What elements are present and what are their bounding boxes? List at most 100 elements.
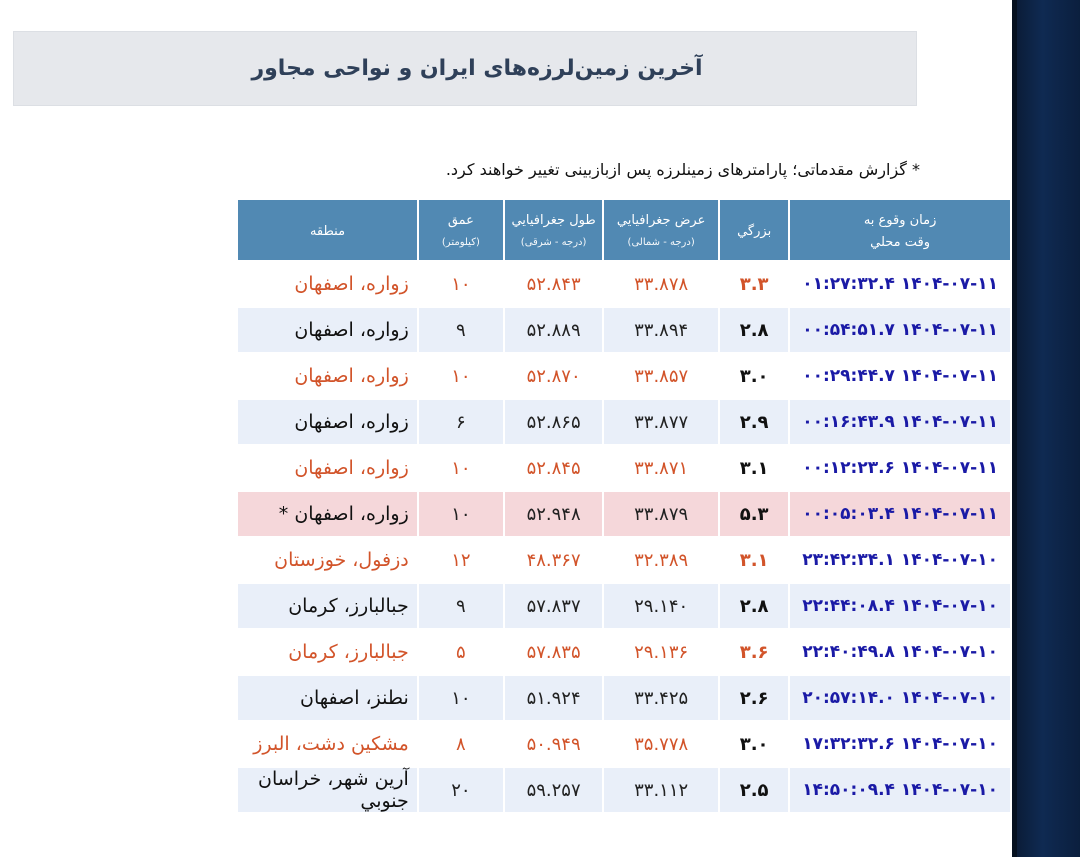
cell-region: زواره، اصفهان [238, 400, 417, 444]
header-longitude: طول جغرافيايي (درجه - شرقی) [505, 200, 603, 260]
header-longitude-label: طول جغرافيايي [511, 213, 596, 228]
cell-magnitude: ۳.۱ [720, 446, 789, 490]
table-row[interactable]: ۱۴۰۴-۰۷-۱۰ ۲۰:۵۷:۱۴.۰ ۲.۶ ۳۳.۴۲۵ ۵۱.۹۲۴ … [2, 676, 1010, 720]
cell-longitude: ۵۱.۹۲۴ [505, 676, 603, 720]
cell-longitude: ۵۲.۸۴۳ [505, 262, 603, 306]
cell-region: آرین شهر، خراسان جنوبي [238, 768, 417, 812]
side-panel-edge [1012, 0, 1017, 857]
header-time-sub: وقت محلي [870, 235, 931, 250]
cell-region: زواره، اصفهان [238, 308, 417, 352]
header-time: زمان وقوع به وقت محلي [790, 200, 1010, 260]
table-header-row: زمان وقوع به وقت محلي بزرگي عرض جغرافياي… [2, 200, 1010, 260]
preliminary-note: * گزارش مقدماتی؛ پارامترهای زمینلرزه پس … [445, 160, 920, 179]
page-title-box: آخرین زمین‌لرزه‌های ایران و نواحی مجاور [13, 31, 917, 106]
cell-depth: ۹ [418, 584, 503, 628]
table-row[interactable]: ۱۴۰۴-۰۷-۱۰ ۲۳:۴۲:۳۴.۱ ۳.۱ ۳۲.۳۸۹ ۴۸.۳۶۷ … [2, 538, 1010, 582]
table-row[interactable]: ۱۴۰۴-۰۷-۱۱ ۰۱:۲۷:۳۲.۴ ۳.۳ ۳۳.۸۷۸ ۵۲.۸۴۳ … [2, 262, 1010, 306]
cell-latitude: ۳۳.۸۹۴ [604, 308, 719, 352]
cell-time: ۱۴۰۴-۰۷-۱۰ ۲۳:۴۲:۳۴.۱ [790, 538, 1010, 582]
cell-time: ۱۴۰۴-۰۷-۱۰ ۲۲:۴۰:۴۹.۸ [790, 630, 1010, 674]
cell-depth: ۱۲ [418, 538, 503, 582]
table-row[interactable]: ۱۴۰۴-۰۷-۱۰ ۱۴:۵۰:۰۹.۴ ۲.۵ ۳۳.۱۱۲ ۵۹.۲۵۷ … [2, 768, 1010, 812]
table-row[interactable]: ۱۴۰۴-۰۷-۱۰ ۱۷:۳۲:۳۲.۶ ۳.۰ ۳۵.۷۷۸ ۵۰.۹۴۹ … [2, 722, 1010, 766]
table-row[interactable]: ۱۴۰۴-۰۷-۱۰ ۲۲:۴۴:۰۸.۴ ۲.۸ ۲۹.۱۴۰ ۵۷.۸۳۷ … [2, 584, 1010, 628]
cell-region: زواره، اصفهان [238, 446, 417, 490]
cell-region: زواره، اصفهان [238, 262, 417, 306]
cell-longitude: ۵۷.۸۳۷ [505, 584, 603, 628]
cell-longitude: ۵۰.۹۴۹ [505, 722, 603, 766]
header-depth: عمق (کیلومتر) [418, 200, 503, 260]
cell-time: ۱۴۰۴-۰۷-۱۰ ۱۷:۳۲:۳۲.۶ [790, 722, 1010, 766]
cell-time: ۱۴۰۴-۰۷-۱۱ ۰۰:۱۶:۴۳.۹ [790, 400, 1010, 444]
header-latitude-sub: (درجه - شمالی) [627, 237, 695, 248]
cell-magnitude: ۲.۵ [720, 768, 789, 812]
cell-time: ۱۴۰۴-۰۷-۱۱ ۰۰:۲۹:۴۴.۷ [790, 354, 1010, 398]
cell-depth: ۸ [418, 722, 503, 766]
cell-magnitude: ۳.۱ [720, 538, 789, 582]
cell-latitude: ۲۹.۱۴۰ [604, 584, 719, 628]
cell-magnitude: ۲.۸ [720, 308, 789, 352]
cell-magnitude: ۳.۳ [720, 262, 789, 306]
side-panel [1012, 0, 1080, 857]
header-depth-sub: (کیلومتر) [441, 237, 480, 248]
cell-time: ۱۴۰۴-۰۷-۱۱ ۰۰:۱۲:۲۳.۶ [790, 446, 1010, 490]
cell-magnitude: ۳.۰ [720, 722, 789, 766]
cell-region: نطنز، اصفهان [238, 676, 417, 720]
header-region-label: منطقه [309, 224, 346, 239]
cell-latitude: ۳۳.۸۵۷ [604, 354, 719, 398]
cell-longitude: ۵۲.۸۶۵ [505, 400, 603, 444]
table-row[interactable]: ۱۴۰۴-۰۷-۱۱ ۰۰:۵۴:۵۱.۷ ۲.۸ ۳۳.۸۹۴ ۵۲.۸۸۹ … [2, 308, 1010, 352]
cell-magnitude: ۲.۹ [720, 400, 789, 444]
cell-region: زواره، اصفهان * [238, 492, 417, 536]
cell-time: ۱۴۰۴-۰۷-۱۰ ۲۰:۵۷:۱۴.۰ [790, 676, 1010, 720]
cell-depth: ۱۰ [418, 492, 503, 536]
cell-latitude: ۳۲.۳۸۹ [604, 538, 719, 582]
cell-time: ۱۴۰۴-۰۷-۱۰ ۱۴:۵۰:۰۹.۴ [790, 768, 1010, 812]
table-row[interactable]: ۱۴۰۴-۰۷-۱۰ ۲۲:۴۰:۴۹.۸ ۳.۶ ۲۹.۱۳۶ ۵۷.۸۳۵ … [2, 630, 1010, 674]
cell-region: جبالبارز، کرمان [238, 584, 417, 628]
cell-depth: ۱۰ [418, 676, 503, 720]
cell-magnitude: ۲.۸ [720, 584, 789, 628]
cell-time: ۱۴۰۴-۰۷-۱۱ ۰۰:۰۵:۰۳.۴ [790, 492, 1010, 536]
cell-magnitude: ۲.۶ [720, 676, 789, 720]
cell-latitude: ۳۳.۱۱۲ [604, 768, 719, 812]
cell-region: جبالبارز، کرمان [238, 630, 417, 674]
cell-latitude: ۳۳.۴۲۵ [604, 676, 719, 720]
cell-depth: ۱۰ [418, 446, 503, 490]
earthquake-table: زمان وقوع به وقت محلي بزرگي عرض جغرافياي… [0, 198, 1012, 814]
cell-time: ۱۴۰۴-۰۷-۱۰ ۲۲:۴۴:۰۸.۴ [790, 584, 1010, 628]
cell-region: مشکین دشت، البرز [238, 722, 417, 766]
cell-latitude: ۲۹.۱۳۶ [604, 630, 719, 674]
header-longitude-sub: (درجه - شرقی) [520, 237, 587, 248]
table-row-highlighted[interactable]: ۱۴۰۴-۰۷-۱۱ ۰۰:۰۵:۰۳.۴ ۵.۳ ۳۳.۸۷۹ ۵۲.۹۴۸ … [2, 492, 1010, 536]
cell-magnitude: ۳.۶ [720, 630, 789, 674]
page-title: آخرین زمین‌لرزه‌های ایران و نواحی مجاور [251, 56, 703, 81]
cell-region: دزفول، خوزستان [238, 538, 417, 582]
cell-magnitude: ۵.۳ [720, 492, 789, 536]
header-magnitude: بزرگي [720, 200, 789, 260]
header-region: منطقه [238, 200, 417, 260]
cell-latitude: ۳۳.۸۷۸ [604, 262, 719, 306]
table-row[interactable]: ۱۴۰۴-۰۷-۱۱ ۰۰:۱۶:۴۳.۹ ۲.۹ ۳۳.۸۷۷ ۵۲.۸۶۵ … [2, 400, 1010, 444]
cell-latitude: ۳۳.۸۷۷ [604, 400, 719, 444]
cell-longitude: ۵۹.۲۵۷ [505, 768, 603, 812]
header-time-label: زمان وقوع به [863, 213, 937, 228]
cell-longitude: ۵۷.۸۳۵ [505, 630, 603, 674]
cell-depth: ۵ [418, 630, 503, 674]
cell-depth: ۶ [418, 400, 503, 444]
header-magnitude-label: بزرگي [737, 224, 772, 239]
cell-time: ۱۴۰۴-۰۷-۱۱ ۰۰:۵۴:۵۱.۷ [790, 308, 1010, 352]
cell-longitude: ۵۲.۸۸۹ [505, 308, 603, 352]
cell-longitude: ۴۸.۳۶۷ [505, 538, 603, 582]
table-row[interactable]: ۱۴۰۴-۰۷-۱۱ ۰۰:۲۹:۴۴.۷ ۳.۰ ۳۳.۸۵۷ ۵۲.۸۷۰ … [2, 354, 1010, 398]
cell-region: زواره، اصفهان [238, 354, 417, 398]
header-latitude-label: عرض جغرافيايي [616, 213, 706, 228]
cell-longitude: ۵۲.۸۴۵ [505, 446, 603, 490]
cell-longitude: ۵۲.۸۷۰ [505, 354, 603, 398]
header-latitude: عرض جغرافيايي (درجه - شمالی) [604, 200, 719, 260]
cell-latitude: ۳۳.۸۷۹ [604, 492, 719, 536]
table-row[interactable]: ۱۴۰۴-۰۷-۱۱ ۰۰:۱۲:۲۳.۶ ۳.۱ ۳۳.۸۷۱ ۵۲.۸۴۵ … [2, 446, 1010, 490]
header-depth-label: عمق [447, 213, 474, 228]
cell-depth: ۹ [418, 308, 503, 352]
cell-depth: ۱۰ [418, 354, 503, 398]
